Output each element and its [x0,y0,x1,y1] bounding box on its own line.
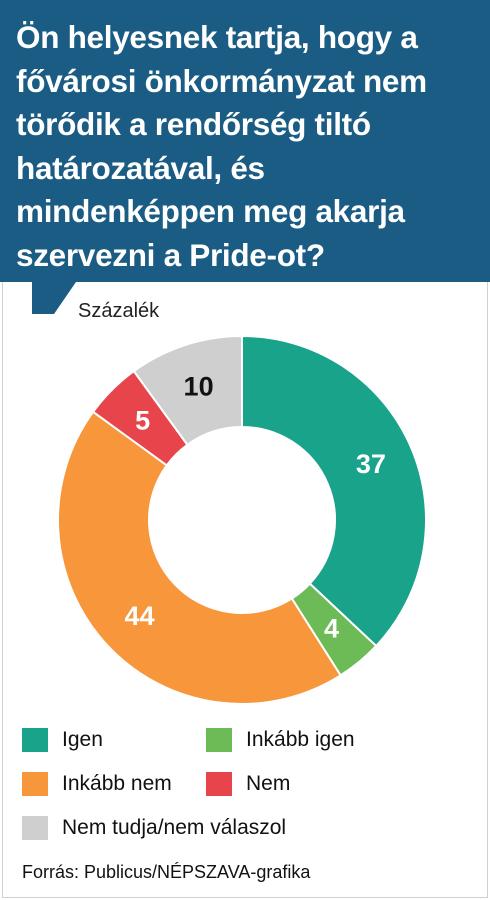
legend-label-inkabb-igen: Inkább igen [246,728,355,751]
banner-pointer [32,282,76,314]
slice-nem-value-label: 5 [135,406,150,436]
legend-item-igen: Igen [22,728,103,752]
legend-swatch-inkabb-igen [206,728,232,752]
legend: Igen Inkább igen Inkább nem Nem Nem tudj… [22,728,482,858]
slice-inkabb-nem [57,410,342,705]
slice-inkabb-igen-value-label: 4 [324,613,339,643]
title-banner: Ön helyesnek tartja, hogy a fővárosi önk… [0,0,490,282]
chart-title: Ön helyesnek tartja, hogy a fővárosi önk… [16,19,427,273]
slice-nem-tudja [132,334,243,447]
donut-slices [57,334,427,705]
legend-swatch-nem-tudja [22,816,48,840]
source-note: Forrás: Publicus/NÉPSZAVA-grafika [22,862,311,882]
slice-nem-tudja-value-label: 10 [184,371,214,401]
legend-item-inkabb-nem: Inkább nem [22,772,172,796]
slice-inkabb-nem-value-label: 44 [125,601,155,631]
legend-item-nem: Nem [206,772,290,796]
legend-item-nem-tudja: Nem tudja/nem válaszol [22,816,286,840]
legend-swatch-inkabb-nem [22,772,48,796]
slice-igen-value-label: 37 [356,449,386,479]
slice-igen [241,334,427,648]
legend-swatch-igen [22,728,48,752]
legend-label-nem-tudja: Nem tudja/nem válaszol [62,816,287,839]
legend-label-igen: Igen [62,728,103,751]
unit-label: Százalék [78,300,160,322]
legend-label-inkabb-nem: Inkább nem [62,772,172,795]
legend-swatch-nem [206,772,232,796]
legend-label-nem: Nem [246,772,291,795]
legend-item-inkabb-igen: Inkább igen [206,728,355,752]
